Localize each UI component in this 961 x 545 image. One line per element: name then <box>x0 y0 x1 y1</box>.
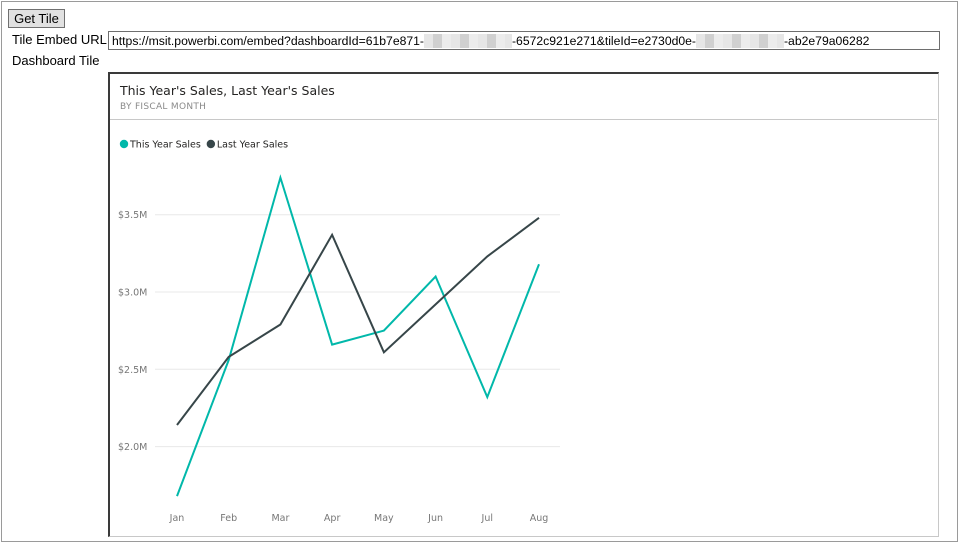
embed-url-text-part-3: -ab2e79a06282 <box>784 33 870 48</box>
dashboard-tile[interactable]: This Year's Sales, Last Year's Sales BY … <box>108 72 939 537</box>
line-chart: $2.0M $2.5M $3.0M $3.5M Jan Feb Mar Apr May Jun Ju… <box>118 139 560 524</box>
embed-url-input[interactable]: https://msit.powerbi.com/embed?dashboard… <box>108 31 940 50</box>
x-tick-label: Mar <box>271 513 289 524</box>
x-tick-label: Aug <box>530 513 549 524</box>
tile-divider <box>110 119 937 120</box>
y-tick-label: $3.5M <box>118 210 147 221</box>
x-tick-label: May <box>374 513 394 524</box>
get-tile-button[interactable]: Get Tile <box>8 9 65 28</box>
legend-marker <box>119 139 129 149</box>
embed-url-text-part-1: https://msit.powerbi.com/embed?dashboard… <box>112 33 424 48</box>
x-tick-label: Jun <box>427 513 443 524</box>
dashboard-tile-label: Dashboard Tile <box>12 53 100 68</box>
x-tick-label: Apr <box>324 513 341 524</box>
embed-url-text-part-2: -6572c921e271&tileId=e2730d0e- <box>512 33 696 48</box>
series-line <box>176 216 540 426</box>
y-tick-label: $2.0M <box>118 442 147 453</box>
x-tick-label: Feb <box>220 513 237 524</box>
redacted-segment <box>424 33 512 48</box>
embed-url-label: Tile Embed URL <box>12 32 107 47</box>
y-tick-label: $2.5M <box>118 365 147 376</box>
series-line <box>176 174 540 497</box>
redacted-segment <box>696 33 784 48</box>
tile-title: This Year's Sales, Last Year's Sales <box>120 83 335 98</box>
x-tick-label: Jan <box>169 513 185 524</box>
tile-subtitle: BY FISCAL MONTH <box>120 102 207 112</box>
legend-label: Last Year Sales <box>217 140 288 151</box>
x-tick-label: Jul <box>481 513 493 524</box>
y-tick-label: $3.0M <box>118 288 147 299</box>
legend-marker <box>206 139 216 149</box>
legend-label: This Year Sales <box>129 140 201 151</box>
